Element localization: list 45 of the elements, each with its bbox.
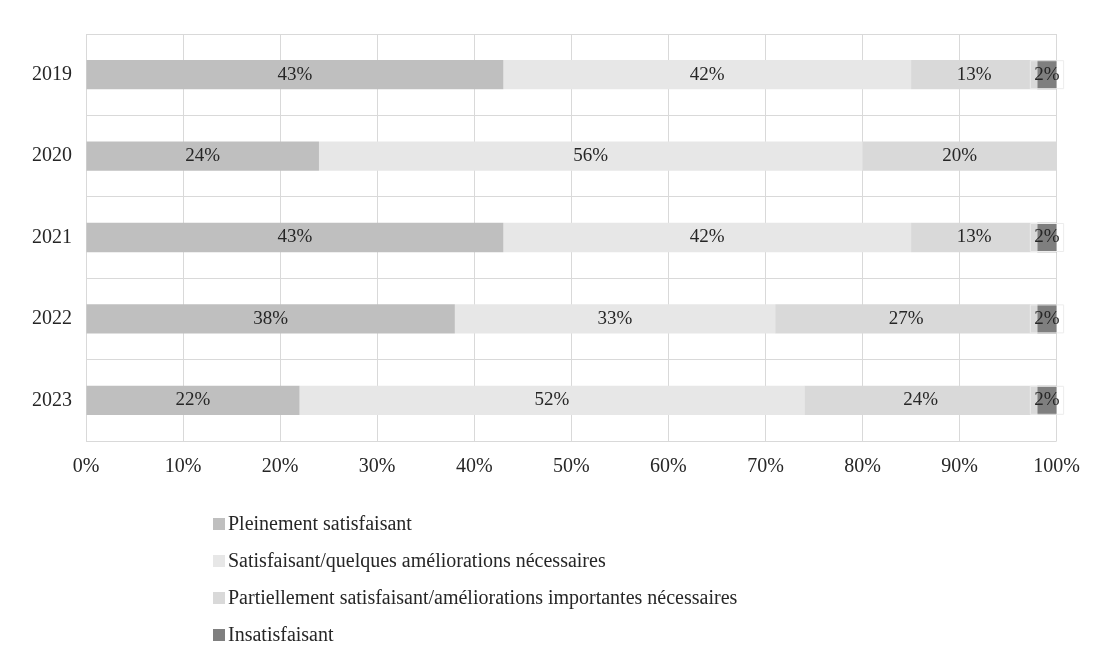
data-label: 24%	[903, 388, 939, 410]
x-tick-label: 40%	[455, 454, 493, 477]
bar	[318, 141, 863, 171]
x-tick-label: 20%	[261, 454, 299, 477]
x-tick-label: 70%	[747, 454, 784, 477]
data-label: 13%	[956, 225, 992, 247]
bar	[86, 304, 455, 334]
legend-label: Pleinement satisfaisant	[228, 512, 412, 535]
x-tick-label: 80%	[844, 454, 881, 477]
data-label: 27%	[888, 306, 924, 328]
legend-label: Partiellement satisfaisant/améliorations importantes nécessaires	[228, 586, 738, 609]
data-label: 13%	[956, 62, 992, 84]
bar	[299, 385, 805, 415]
x-tick-label: 0%	[72, 454, 100, 477]
bar	[86, 141, 319, 171]
x-tick-label: 60%	[650, 454, 687, 477]
data-label: 42%	[689, 62, 725, 84]
x-tick-label: 30%	[358, 454, 396, 477]
data-label: 38%	[253, 306, 289, 328]
bar	[503, 222, 912, 253]
data-label: 52%	[534, 388, 570, 410]
bar	[86, 222, 504, 253]
x-tick-label: 90%	[941, 454, 978, 477]
bar	[86, 60, 504, 90]
x-tick-label: 50%	[553, 454, 590, 477]
y-tick-label: 2021	[32, 224, 72, 247]
y-tick-label: 2019	[32, 61, 72, 84]
data-label: 43%	[277, 62, 313, 84]
bar	[86, 385, 300, 415]
legend-label: Satisfaisant/quelques améliorations nécessaires	[228, 549, 606, 572]
x-tick-label: 10%	[164, 454, 202, 477]
y-tick-label: 2023	[32, 387, 72, 410]
data-label: 20%	[942, 144, 978, 166]
data-label: 22%	[175, 388, 211, 410]
data-label: 42%	[689, 225, 725, 247]
data-label: 33%	[597, 306, 633, 328]
bar	[454, 304, 776, 334]
data-label: 56%	[573, 144, 609, 166]
legend-label: Insatisfaisant	[228, 623, 334, 646]
data-label: 43%	[277, 225, 313, 247]
x-tick-label: 100%	[1033, 454, 1081, 477]
y-tick-label: 2020	[32, 143, 72, 166]
data-label: 24%	[185, 144, 221, 166]
y-tick-label: 2022	[32, 306, 72, 329]
bar	[503, 60, 912, 90]
